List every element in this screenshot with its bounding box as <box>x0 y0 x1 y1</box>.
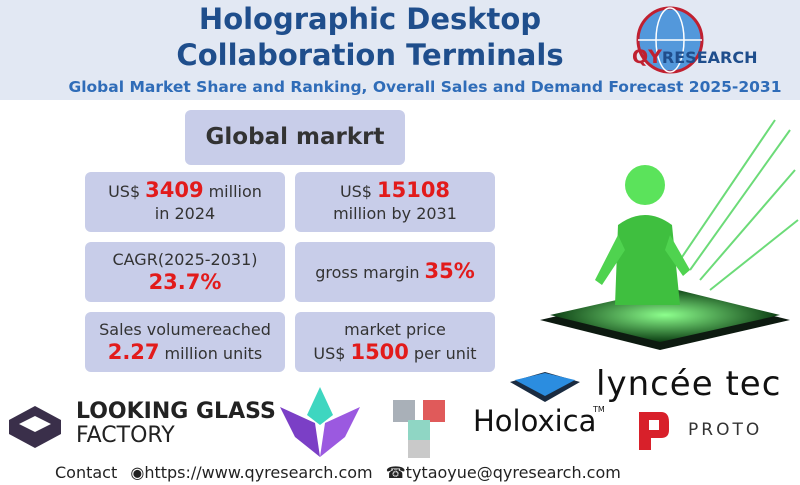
contact-label: Contact <box>55 463 118 482</box>
contact-line: Contact ◉https://www.qyresearch.com ☎tyt… <box>55 463 621 482</box>
logo-text: QYRESEARCH <box>632 46 757 68</box>
holoxica-text: Holoxica <box>473 404 597 438</box>
card-text: in 2024 <box>154 204 216 223</box>
trademark: TM <box>593 405 605 414</box>
logo-prefix: QY <box>632 46 662 68</box>
stat-card: gross margin 35% <box>295 242 495 302</box>
card-text: million by 2031 <box>333 204 457 223</box>
title-line: Collaboration Terminals <box>176 38 564 72</box>
highlight-value: 15108 <box>376 178 451 202</box>
stat-card: CAGR(2025-2031) 23.7% <box>85 242 285 302</box>
card-line: US$ 15108 <box>340 179 450 203</box>
card-line: market price <box>344 319 446 341</box>
logo-globe <box>636 6 704 74</box>
hologram-illustration <box>540 119 799 350</box>
card-line: US$ 3409 million <box>108 179 262 203</box>
card-text: US$ <box>339 182 372 201</box>
card-line: in 2024 <box>155 203 215 225</box>
card-text: per unit <box>413 344 477 363</box>
star-logo <box>280 387 360 457</box>
globe-icon: ◉ <box>130 463 145 482</box>
proto-icon <box>639 412 669 450</box>
card-line: CAGR(2025-2031) <box>112 249 257 271</box>
card-text: million units <box>164 344 263 363</box>
card-text: US$ <box>108 182 141 201</box>
card-line: gross margin 35% <box>315 260 475 284</box>
card-text: market price <box>344 320 446 339</box>
website: https://www.qyresearch.com <box>144 463 373 482</box>
card-line: Sales volumereached <box>99 319 271 341</box>
logo-suffix: RESEARCH <box>661 48 758 67</box>
card-text: gross margin <box>315 263 420 282</box>
email: tytaoyue@qyresearch.com <box>405 463 621 482</box>
highlight-value: 2.27 <box>107 340 160 364</box>
highlight-value: 3409 <box>145 178 204 202</box>
card-line: million by 2031 <box>333 203 457 225</box>
card-text: CAGR(2025-2031) <box>112 250 258 269</box>
logo-line: FACTORY <box>76 423 175 448</box>
highlight-value: 23.7% <box>148 270 222 294</box>
card-text: US$ <box>313 344 346 363</box>
card-line: US$ 1500 per unit <box>313 341 476 365</box>
card-text: million <box>208 182 262 201</box>
market-heading: Global markrt <box>185 110 405 165</box>
highlight-value: 35% <box>424 259 475 283</box>
highlight-value: 1500 <box>350 340 409 364</box>
card-line: 23.7% <box>149 271 222 295</box>
stat-card: market price US$ 1500 per unit <box>295 312 495 372</box>
looking-glass-icon <box>9 406 61 448</box>
cube-logo <box>393 400 445 458</box>
stat-card: US$ 15108 million by 2031 <box>295 172 495 232</box>
title-line: Holographic Desktop <box>198 2 542 36</box>
stat-card: US$ 3409 million in 2024 <box>85 172 285 232</box>
card-text: Sales volumereached <box>99 320 271 339</box>
looking-glass-text: LOOKING GLASS FACTORY <box>76 400 276 448</box>
proto-text: PROTO <box>688 420 763 440</box>
lyncee-text: lyncée tec <box>596 364 782 404</box>
stat-card: Sales volumereached 2.27 million units <box>85 312 285 372</box>
phone-icon: ☎ <box>385 463 406 482</box>
subtitle: Global Market Share and Ranking, Overall… <box>68 78 782 96</box>
card-line: 2.27 million units <box>108 341 263 365</box>
holoxica-icon <box>510 372 580 402</box>
logo-line: LOOKING GLASS <box>76 399 276 424</box>
